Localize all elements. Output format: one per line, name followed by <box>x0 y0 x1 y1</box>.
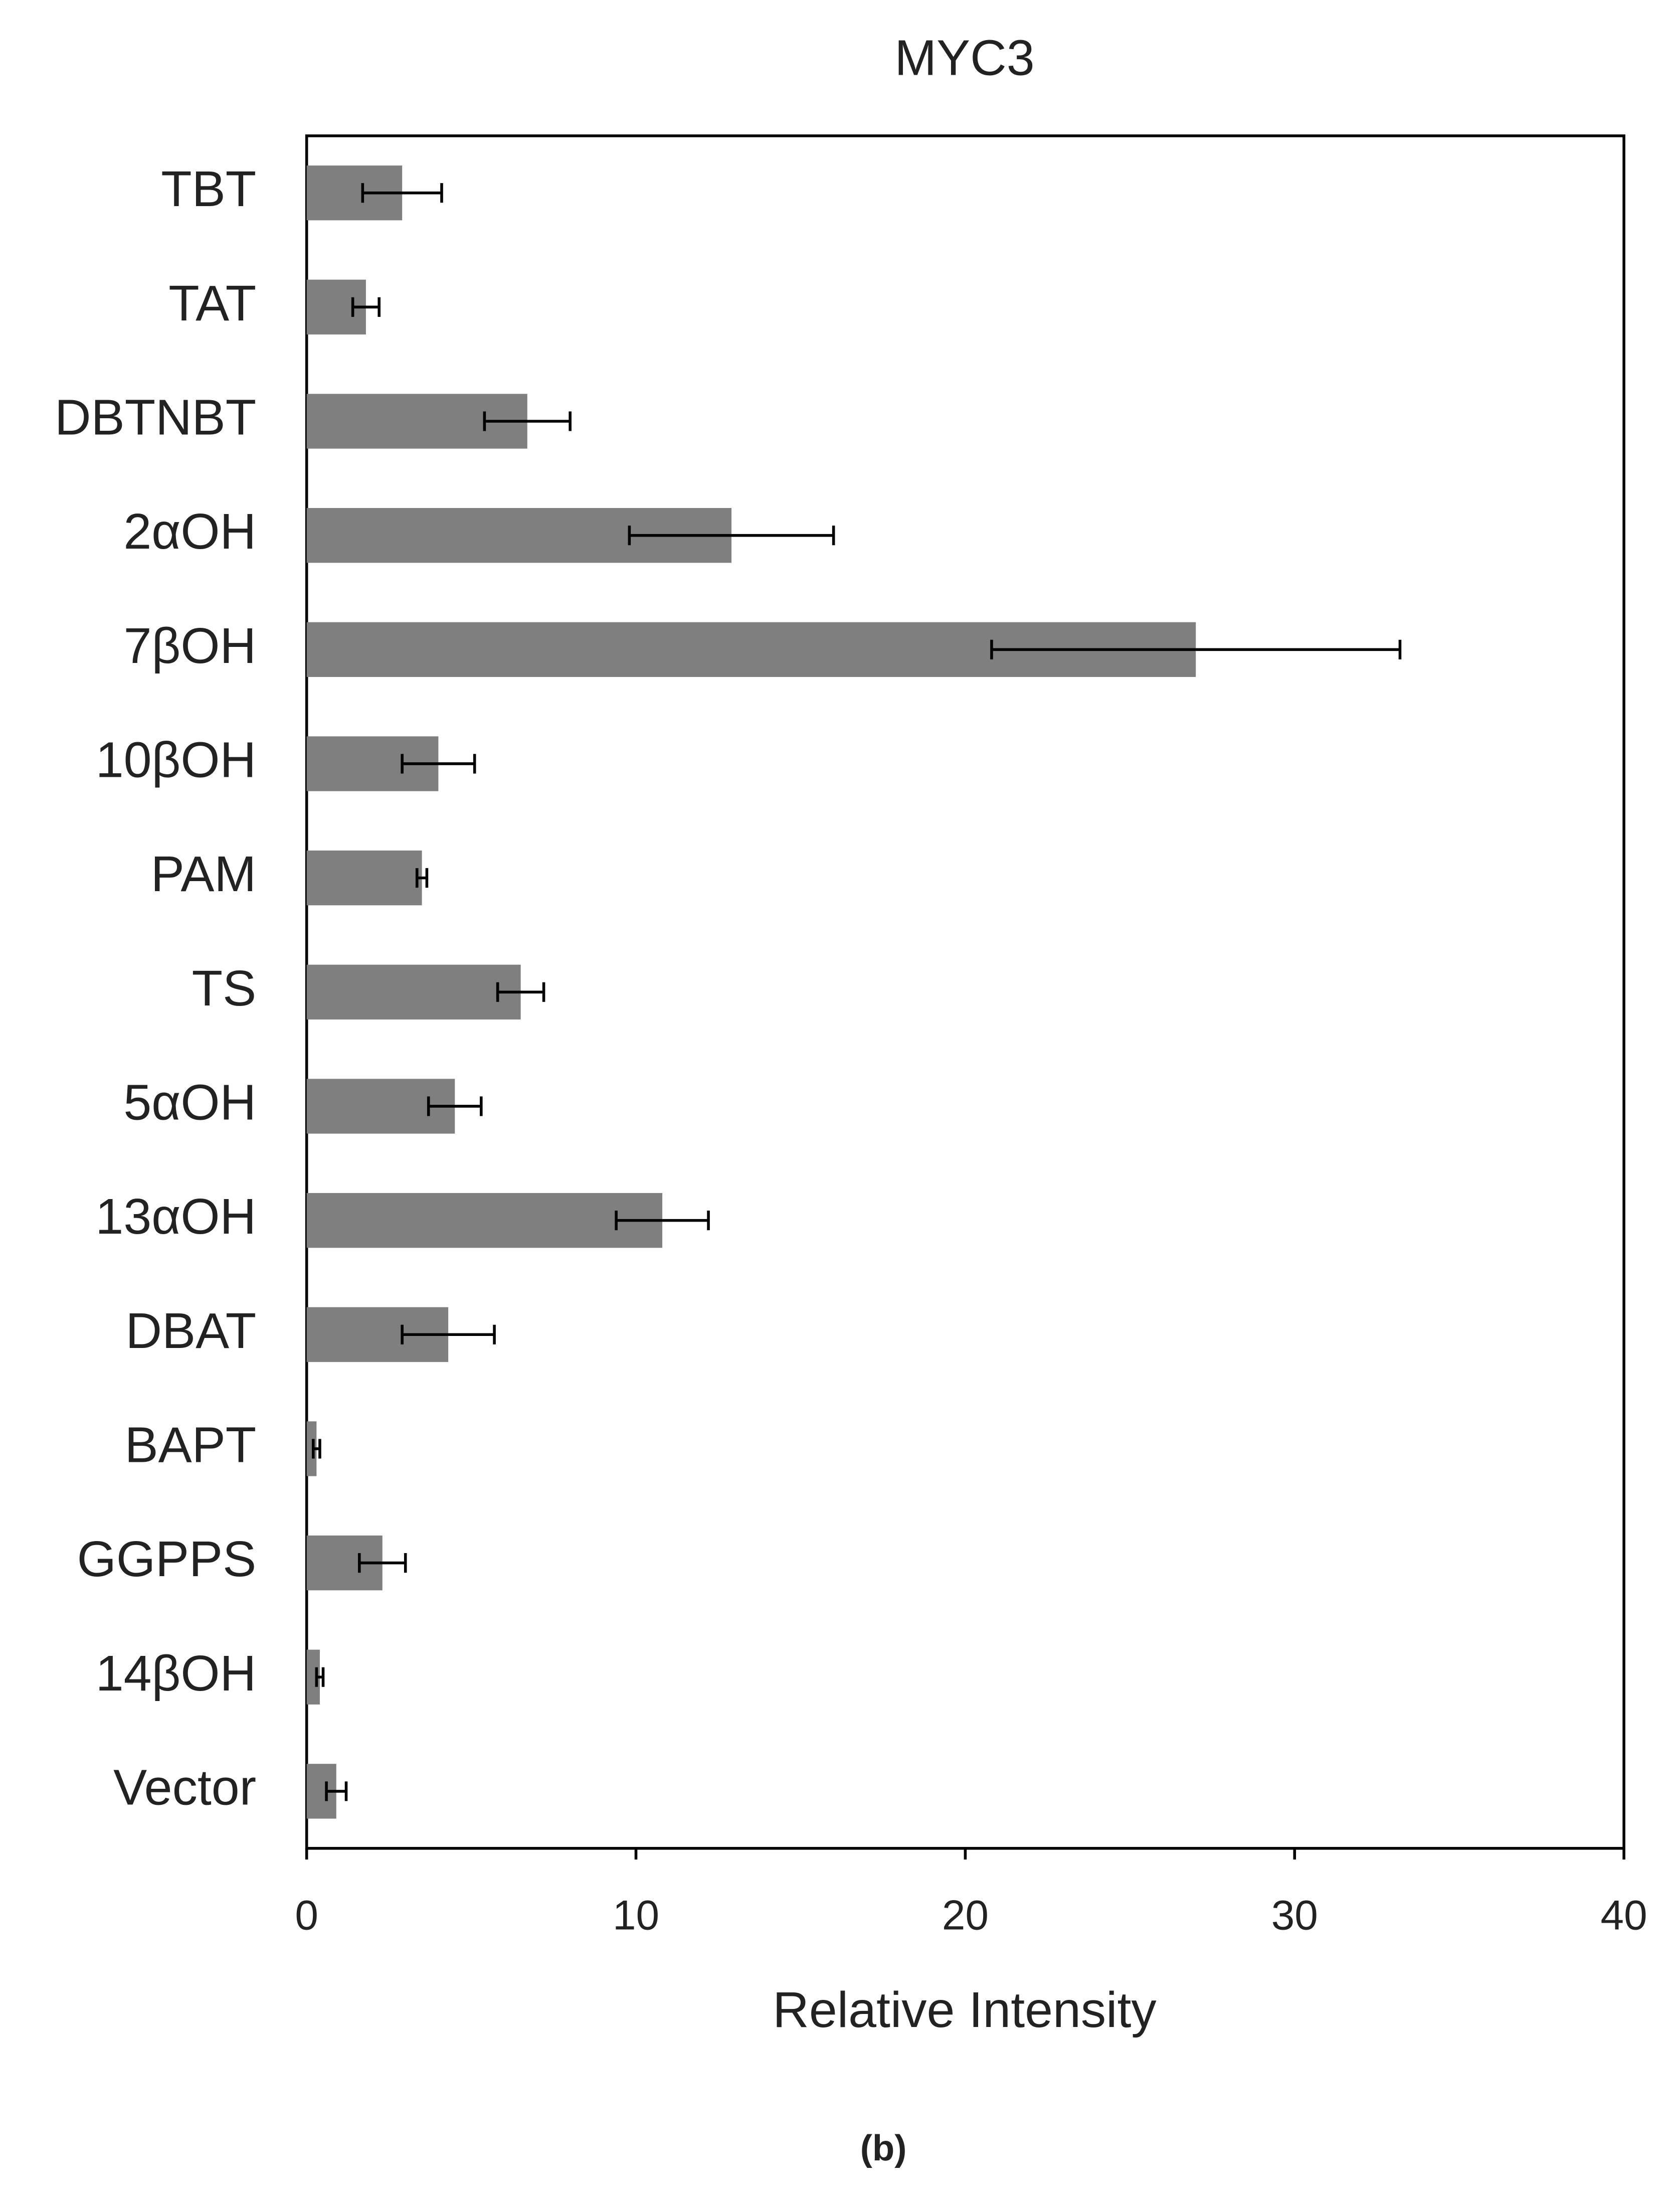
y-tick-label: 5αOH <box>123 1074 256 1130</box>
caption: (b) <box>860 2128 907 2168</box>
y-tick-label: Vector <box>113 1759 256 1815</box>
x-tick-label: 20 <box>942 1891 989 1938</box>
x-tick-label: 10 <box>613 1891 659 1938</box>
x-tick-label: 40 <box>1601 1891 1647 1938</box>
x-tick-label: 30 <box>1271 1891 1318 1938</box>
y-tick-label: PAM <box>151 846 256 902</box>
bar <box>306 1421 317 1476</box>
y-tick-label: 7βOH <box>124 618 257 674</box>
y-tick-label: 13αOH <box>95 1189 256 1245</box>
y-tick-label: TS <box>192 960 256 1017</box>
y-tick-label: 2αOH <box>123 503 256 560</box>
y-tick-label: DBTNBT <box>55 390 256 446</box>
y-tick-label: 10βOH <box>96 732 256 788</box>
bar <box>306 964 521 1020</box>
y-tick-label: GGPPS <box>77 1531 257 1587</box>
x-tick-label: 0 <box>295 1891 318 1938</box>
bar <box>306 1193 663 1248</box>
x-axis-label: Relative Intensity <box>773 1982 1157 2038</box>
y-tick-label: TAT <box>168 275 256 331</box>
y-tick-label: DBAT <box>126 1303 257 1359</box>
chart-title: MYC3 <box>894 30 1034 86</box>
y-tick-label: TBT <box>161 161 256 217</box>
y-tick-label: 14βOH <box>96 1645 256 1702</box>
y-tick-label: BAPT <box>125 1417 257 1473</box>
bar <box>306 850 422 906</box>
